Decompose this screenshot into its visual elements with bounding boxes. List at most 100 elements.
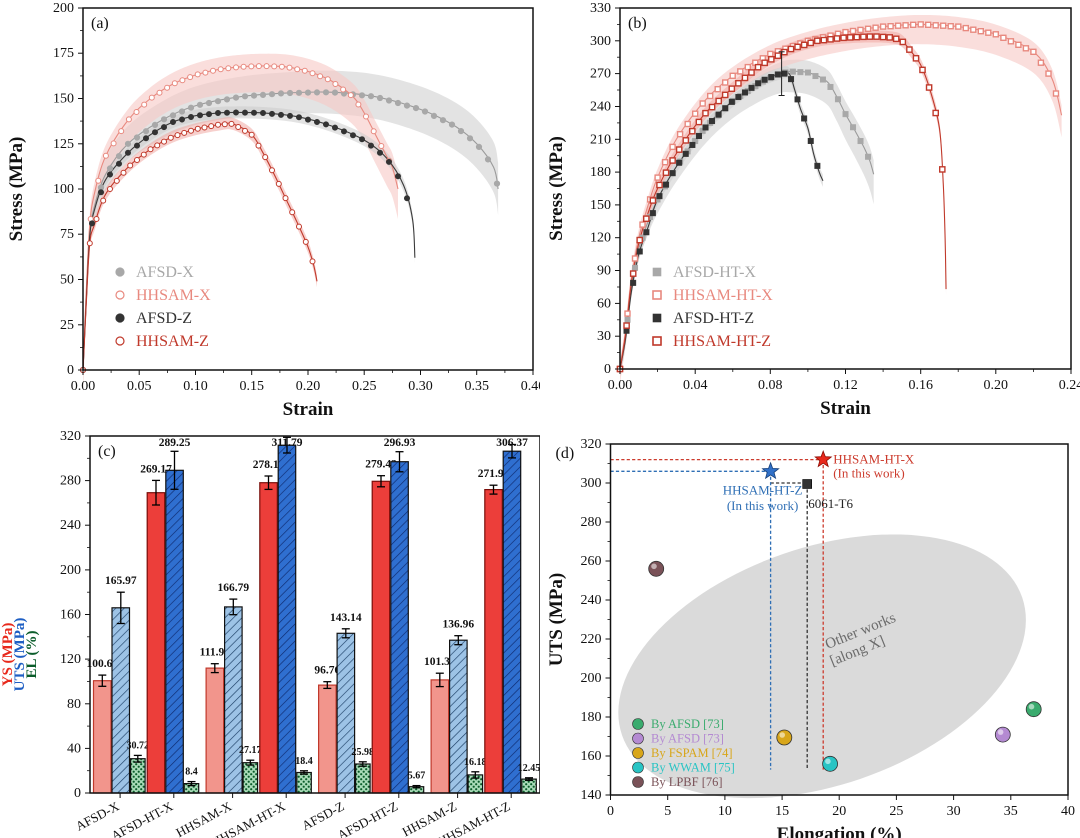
svg-text:75: 75 [60,227,74,242]
svg-text:0: 0 [607,804,614,819]
svg-text:HHSAM-HT-X: HHSAM-HT-X [673,287,773,304]
svg-text:0.10: 0.10 [183,379,208,394]
svg-text:296.93: 296.93 [384,437,416,449]
svg-text:Stress (MPa): Stress (MPa) [546,136,567,241]
svg-text:0.25: 0.25 [352,379,377,394]
svg-text:EL (%): EL (%) [24,631,40,679]
svg-text:200: 200 [60,563,81,578]
svg-text:180: 180 [590,165,611,180]
svg-text:140: 140 [581,788,602,803]
svg-text:UTS (MPa): UTS (MPa) [546,573,567,666]
svg-text:120: 120 [590,231,611,246]
svg-text:120: 120 [60,652,81,667]
svg-text:8.4: 8.4 [185,767,198,778]
svg-text:160: 160 [581,749,602,764]
svg-text:180: 180 [581,710,602,725]
svg-text:240: 240 [60,518,81,533]
svg-text:(a): (a) [91,15,109,32]
svg-text:60: 60 [597,296,611,311]
svg-text:AFSD-HT-Z: AFSD-HT-Z [335,798,400,838]
svg-text:200: 200 [53,1,74,16]
svg-text:5.67: 5.67 [408,771,426,782]
svg-text:150: 150 [53,92,74,107]
svg-text:16.18: 16.18 [464,757,487,768]
svg-text:AFSD-Z: AFSD-Z [136,310,192,327]
svg-text:25: 25 [60,318,74,333]
svg-text:AFSD-HT-X: AFSD-HT-X [673,264,756,281]
svg-text:HHSAM-X: HHSAM-X [136,287,211,304]
svg-text:150: 150 [590,198,611,213]
svg-text:311.79: 311.79 [272,437,303,449]
svg-text:125: 125 [53,137,74,152]
svg-text:0.12: 0.12 [833,378,858,393]
svg-text:35: 35 [1004,804,1018,819]
svg-text:0.24: 0.24 [1059,378,1080,393]
svg-text:0.20: 0.20 [984,378,1009,393]
svg-text:80: 80 [67,697,81,712]
svg-text:HHSAM-HT-X: HHSAM-HT-X [833,451,915,466]
svg-text:270: 270 [590,67,611,82]
svg-text:(In this work): (In this work) [833,466,905,481]
svg-text:320: 320 [581,437,602,452]
svg-text:(In this work): (In this work) [727,498,799,513]
svg-text:HHSAM-HT-Z: HHSAM-HT-Z [723,482,803,497]
svg-text:40: 40 [1061,804,1075,819]
svg-text:AFSD-HT-X: AFSD-HT-X [109,798,176,838]
svg-text:0.40: 0.40 [521,379,540,394]
svg-text:Strain: Strain [820,398,871,419]
svg-text:160: 160 [60,608,81,623]
svg-text:240: 240 [590,100,611,115]
svg-text:40: 40 [67,741,81,756]
svg-text:30: 30 [597,329,611,344]
svg-text:100: 100 [53,182,74,197]
svg-text:By LPBF [76]: By LPBF [76] [651,775,723,789]
svg-text:Stress (MPa): Stress (MPa) [6,137,27,242]
svg-text:(d): (d) [556,445,575,462]
svg-text:330: 330 [590,1,611,16]
svg-text:HHSAM-Z: HHSAM-Z [136,333,209,350]
svg-text:300: 300 [581,476,602,491]
svg-text:15: 15 [775,804,789,819]
svg-text:280: 280 [581,515,602,530]
svg-text:By AFSD [73]: By AFSD [73] [651,717,724,731]
svg-text:0.35: 0.35 [464,379,489,394]
svg-text:AFSD-X: AFSD-X [136,264,194,281]
svg-text:0.20: 0.20 [296,379,321,394]
svg-text:240: 240 [581,593,602,608]
svg-text:0.16: 0.16 [908,378,933,393]
svg-text:(b): (b) [628,15,647,32]
svg-text:143.14: 143.14 [330,612,362,624]
svg-text:280: 280 [60,474,81,489]
svg-text:175: 175 [53,46,74,61]
svg-text:90: 90 [597,264,611,279]
svg-text:0.00: 0.00 [608,378,633,393]
svg-text:136.96: 136.96 [442,619,474,631]
svg-text:HHSAM-HT-Z: HHSAM-HT-Z [673,333,771,350]
svg-text:(c): (c) [98,443,116,460]
svg-text:0.08: 0.08 [758,378,783,393]
svg-text:165.97: 165.97 [105,575,137,587]
svg-text:0.04: 0.04 [683,378,708,393]
svg-text:By AFSD [73]: By AFSD [73] [651,732,724,746]
svg-text:10: 10 [718,804,732,819]
svg-text:0.00: 0.00 [71,379,96,394]
svg-text:27.17: 27.17 [239,745,262,756]
svg-text:50: 50 [60,273,74,288]
svg-text:0: 0 [74,786,81,801]
svg-text:220: 220 [581,632,602,647]
svg-text:306.37: 306.37 [496,437,528,449]
svg-text:289.25: 289.25 [159,437,191,449]
svg-text:12.45: 12.45 [518,763,540,774]
svg-text:6061-T6: 6061-T6 [808,496,853,511]
svg-text:18.4: 18.4 [295,756,313,767]
svg-text:30.72: 30.72 [127,740,150,751]
svg-text:0: 0 [604,362,611,377]
svg-text:0.05: 0.05 [127,379,152,394]
svg-text:0.15: 0.15 [239,379,264,394]
svg-text:260: 260 [581,554,602,569]
svg-text:25: 25 [889,804,903,819]
svg-text:20: 20 [832,804,846,819]
svg-text:25.98: 25.98 [352,747,375,758]
svg-text:320: 320 [60,429,81,444]
svg-text:5: 5 [664,804,671,819]
